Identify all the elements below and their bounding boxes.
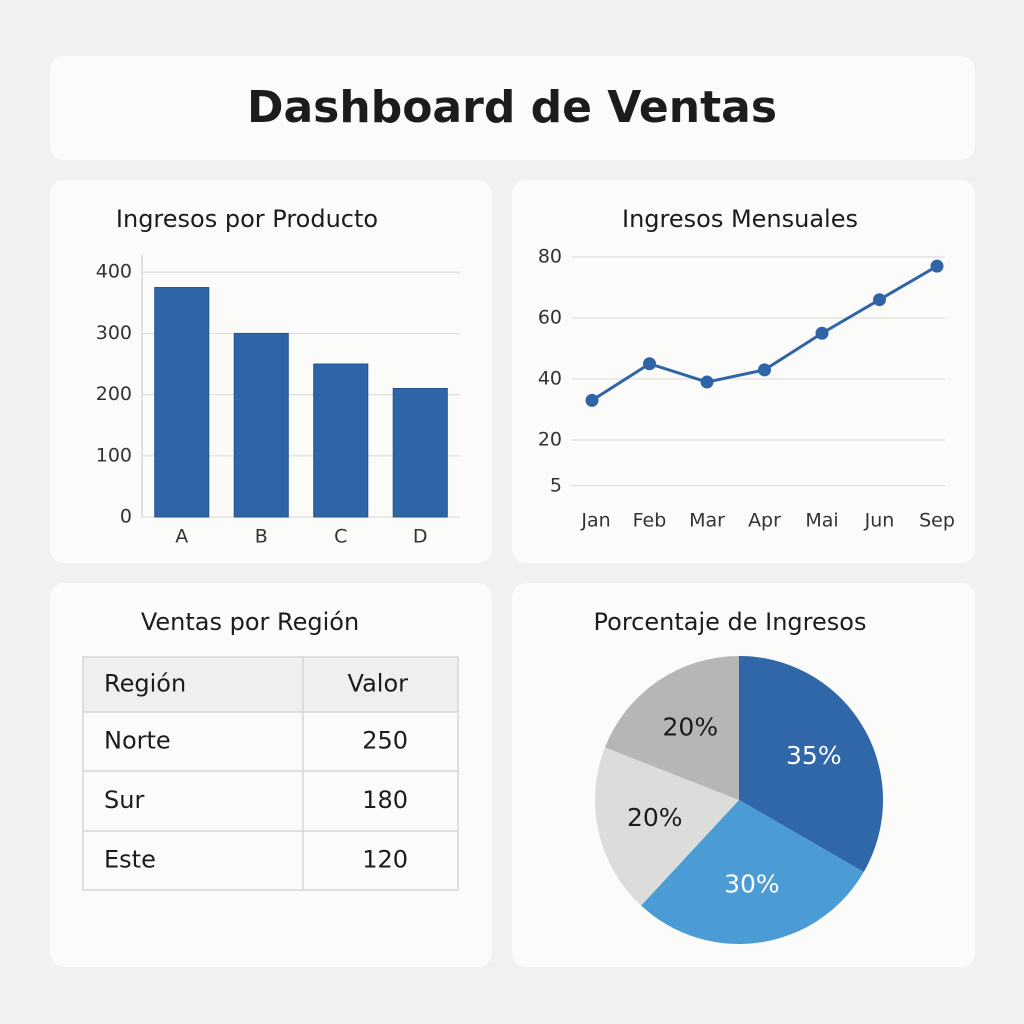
x-tick-label: Apr bbox=[748, 510, 781, 532]
x-tick-label: C bbox=[334, 526, 347, 548]
table-cell: Sur bbox=[104, 786, 144, 814]
table-cell: 180 bbox=[362, 786, 408, 814]
x-tick-label: Mai bbox=[805, 510, 838, 532]
table-header-cell: Valor bbox=[348, 670, 409, 698]
x-tick-label: Feb bbox=[633, 510, 667, 532]
x-tick-label: B bbox=[255, 526, 268, 548]
y-tick-label: 300 bbox=[96, 322, 132, 344]
point bbox=[643, 357, 656, 371]
table-header-bg bbox=[83, 657, 458, 712]
table-title: Ventas por Región bbox=[141, 608, 359, 636]
table-cell: Norte bbox=[104, 727, 171, 755]
point bbox=[930, 259, 944, 273]
pie-slice bbox=[594, 747, 739, 906]
pie-slice bbox=[641, 800, 864, 944]
point bbox=[585, 393, 599, 407]
bar bbox=[392, 388, 448, 518]
panel bbox=[50, 583, 492, 967]
x-tick-label: Jun bbox=[864, 510, 895, 532]
pie-label: 35% bbox=[786, 741, 842, 770]
point bbox=[758, 363, 771, 377]
y-tick-label: 20 bbox=[538, 429, 562, 451]
table-cell: 120 bbox=[362, 846, 408, 874]
table-cell: 250 bbox=[362, 727, 408, 755]
point bbox=[700, 375, 714, 389]
chart-title: Ingresos por Producto bbox=[116, 205, 378, 233]
y-tick-label: 40 bbox=[538, 368, 562, 390]
header-panel bbox=[50, 56, 975, 160]
chart-title: Ingresos Mensuales bbox=[622, 205, 858, 233]
pie-label: 20% bbox=[627, 803, 683, 832]
x-tick-label: A bbox=[175, 526, 188, 548]
bar bbox=[154, 287, 210, 518]
pie-label: 30% bbox=[724, 869, 780, 898]
bar bbox=[233, 332, 289, 518]
pie-slice bbox=[604, 656, 739, 800]
y-tick-label: 200 bbox=[96, 383, 132, 405]
chart-title: Porcentaje de Ingresos bbox=[594, 608, 867, 636]
table-header-cell: Región bbox=[104, 670, 186, 698]
x-tick-label: Sep bbox=[919, 510, 955, 532]
y-tick-label: 100 bbox=[96, 444, 132, 466]
y-tick-label: 60 bbox=[538, 307, 562, 329]
page-title: Dashboard de Ventas bbox=[247, 82, 777, 133]
pie-slice bbox=[739, 656, 883, 872]
bar bbox=[313, 363, 369, 518]
pie-label: 20% bbox=[663, 713, 719, 742]
y-tick-label: 5 bbox=[550, 474, 562, 496]
table-cell: Este bbox=[104, 846, 156, 874]
y-tick-label: 400 bbox=[96, 261, 132, 283]
point bbox=[815, 326, 829, 340]
x-tick-label: D bbox=[413, 526, 428, 548]
y-tick-label: 0 bbox=[120, 506, 132, 528]
point bbox=[873, 293, 886, 307]
y-tick-label: 80 bbox=[538, 246, 562, 268]
panel bbox=[512, 180, 975, 563]
table-border bbox=[82, 656, 459, 891]
x-tick-label: Mar bbox=[689, 510, 725, 532]
x-tick-label: Jan bbox=[580, 510, 610, 532]
